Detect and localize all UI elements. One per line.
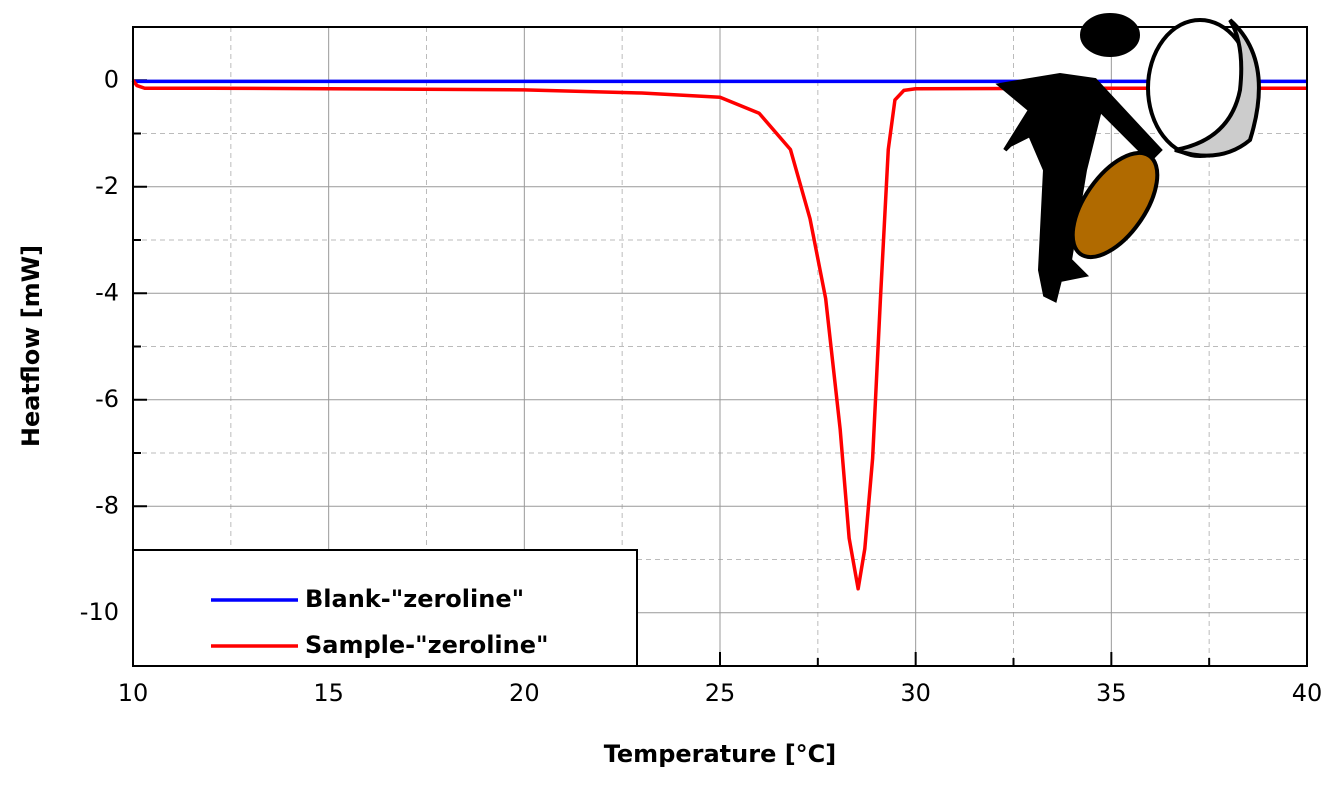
y-tick-label: -10	[80, 598, 119, 626]
x-axis-label: Temperature [°C]	[604, 740, 837, 768]
x-tick-label: 10	[118, 679, 149, 707]
plot-area: 10 15 20 25 30 35 40 -10 -8 -6 -4 -2 0 Blank-"zerolin…	[80, 26, 1323, 707]
legend-label: Sample-"zeroline"	[305, 631, 549, 659]
y-tick-label: -8	[95, 491, 119, 519]
y-tick-label: -6	[95, 385, 119, 413]
x-tick-label: 40	[1292, 679, 1323, 707]
plot-frame	[132, 26, 1308, 667]
figure-body	[995, 72, 1163, 303]
x-tick-label: 35	[1096, 679, 1127, 707]
legend-label: Blank-"zeroline"	[305, 585, 524, 613]
legend: Blank-"zeroline" Sample-"zeroline"	[132, 549, 638, 667]
y-tick-label: 0	[104, 65, 119, 93]
clip-art	[995, 13, 1261, 303]
x-tick-label: 15	[313, 679, 344, 707]
figure-head	[1080, 13, 1140, 57]
y-tick-label: -4	[95, 278, 119, 306]
magnifier-rim	[1174, 18, 1261, 158]
series-line	[131, 79, 1307, 591]
x-tick-label: 30	[900, 679, 931, 707]
x-tick-label: 20	[509, 679, 540, 707]
y-tick-label: -2	[95, 172, 119, 200]
magnifier-handle	[1070, 150, 1160, 260]
x-tick-label: 25	[705, 679, 736, 707]
y-axis-label: Heatflow [mW]	[17, 245, 45, 447]
